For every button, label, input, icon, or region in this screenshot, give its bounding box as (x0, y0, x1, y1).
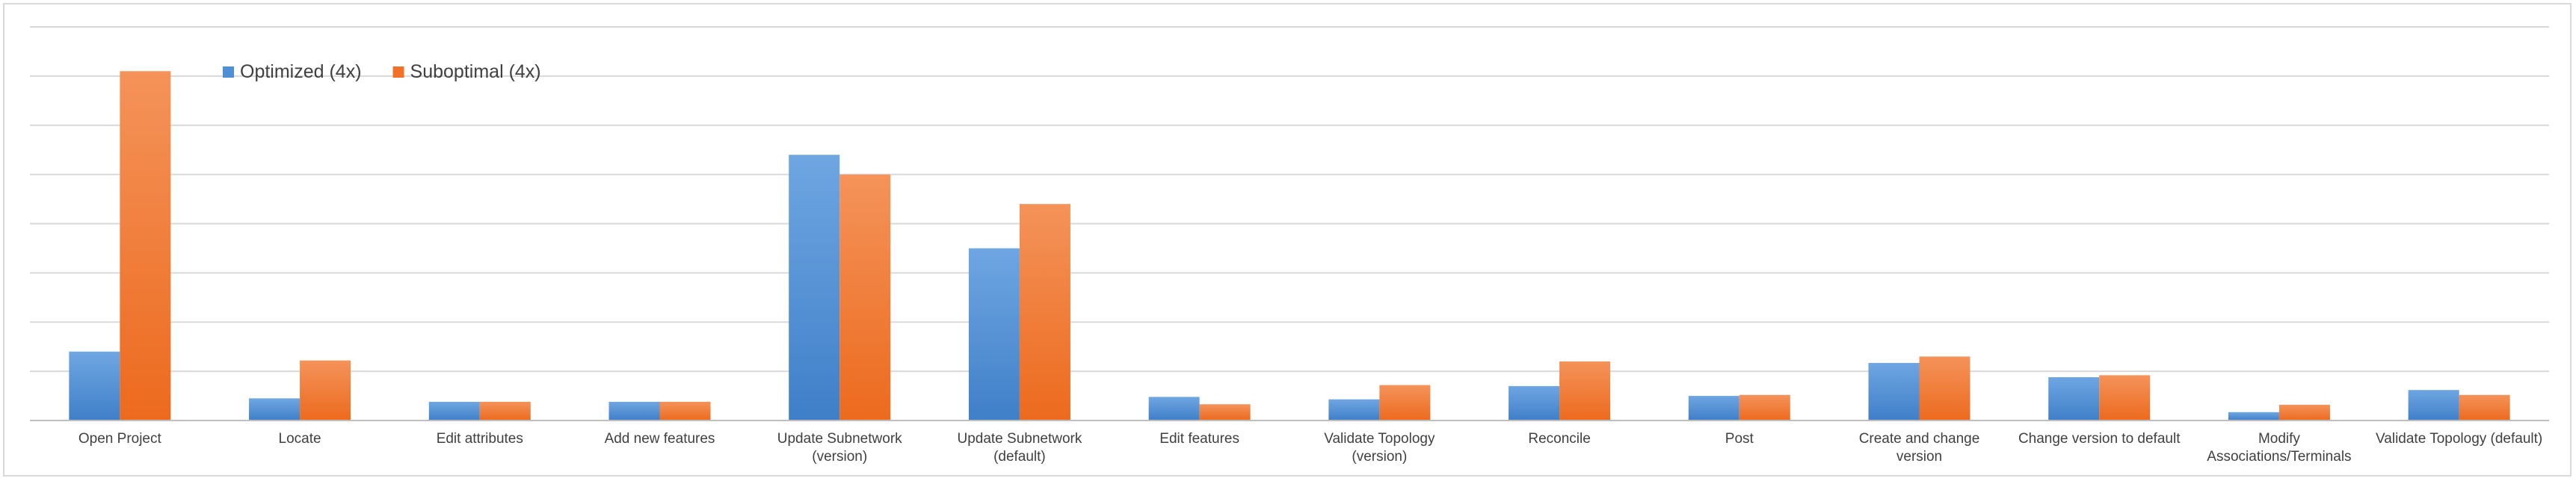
bar-suboptimal-4 (839, 174, 891, 421)
bar-optimized-0 (69, 351, 120, 421)
bar-optimized-7 (1328, 399, 1380, 421)
x-tick-label: Reconcile (1528, 431, 1590, 447)
bar-optimized-5 (968, 248, 1020, 421)
legend-swatch-optimized (223, 66, 234, 78)
bar-optimized-3 (608, 401, 660, 421)
bar-suboptimal-9 (1739, 394, 1790, 421)
bar-suboptimal-5 (1019, 204, 1070, 421)
bar-suboptimal-12 (2278, 404, 2330, 421)
bar-suboptimal-11 (2099, 375, 2151, 421)
x-tick-label: Update Subnetwork (version) (777, 431, 902, 465)
legend-label-suboptimal: Suboptimal (4x) (410, 61, 541, 82)
bar-optimized-2 (428, 401, 480, 421)
bar-optimized-11 (2048, 377, 2100, 421)
x-tick-label: Add new features (605, 431, 715, 447)
legend-label-optimized: Optimized (4x) (240, 61, 362, 82)
legend: Optimized (4x) Suboptimal (4x) (223, 61, 541, 82)
bar-suboptimal-3 (659, 401, 711, 421)
bar-suboptimal-8 (1559, 361, 1611, 421)
bar-suboptimal-1 (300, 360, 351, 421)
bar-suboptimal-10 (1919, 356, 1970, 421)
x-tick-label: Edit features (1159, 431, 1239, 447)
x-tick-label: Validate Topology (version) (1324, 431, 1435, 465)
bar-optimized-13 (2408, 390, 2459, 421)
bar-suboptimal-2 (479, 401, 531, 421)
bar-optimized-12 (2228, 412, 2279, 421)
bar-optimized-8 (1509, 385, 1560, 421)
x-tick-label: Modify Associations/Terminals (2207, 431, 2351, 465)
x-tick-label: Validate Topology (default) (2376, 431, 2542, 447)
bar-suboptimal-13 (2459, 394, 2510, 421)
x-tick-label: Locate (279, 431, 321, 447)
bar-optimized-1 (249, 398, 301, 421)
x-tick-label: Open Project (78, 431, 162, 447)
gridlines (30, 26, 2549, 373)
x-tick-label: Create and change version (1859, 431, 1980, 465)
chart-frame: Open Project Locate Edit attributes Add new… (3, 3, 2572, 477)
x-tick-label: Post (1725, 431, 1754, 447)
x-tick-label: Change version to default (2018, 431, 2181, 447)
legend-swatch-suboptimal (392, 66, 404, 78)
bar-suboptimal-0 (120, 71, 171, 421)
bar-optimized-4 (789, 155, 840, 421)
bars (69, 71, 2510, 421)
bar-suboptimal-7 (1379, 385, 1431, 421)
bar-optimized-6 (1148, 397, 1200, 421)
x-tick-label: Edit attributes (437, 431, 523, 447)
bar-suboptimal-6 (1199, 404, 1251, 421)
x-tick-label: Update Subnetwork (default) (957, 431, 1082, 465)
bar-chart: Open Project Locate Edit attributes Add new… (30, 26, 2549, 465)
bar-optimized-10 (1868, 362, 1920, 421)
bar-optimized-9 (1688, 396, 1740, 421)
x-tick-labels: Open Project Locate Edit attributes Add new… (78, 431, 2542, 465)
